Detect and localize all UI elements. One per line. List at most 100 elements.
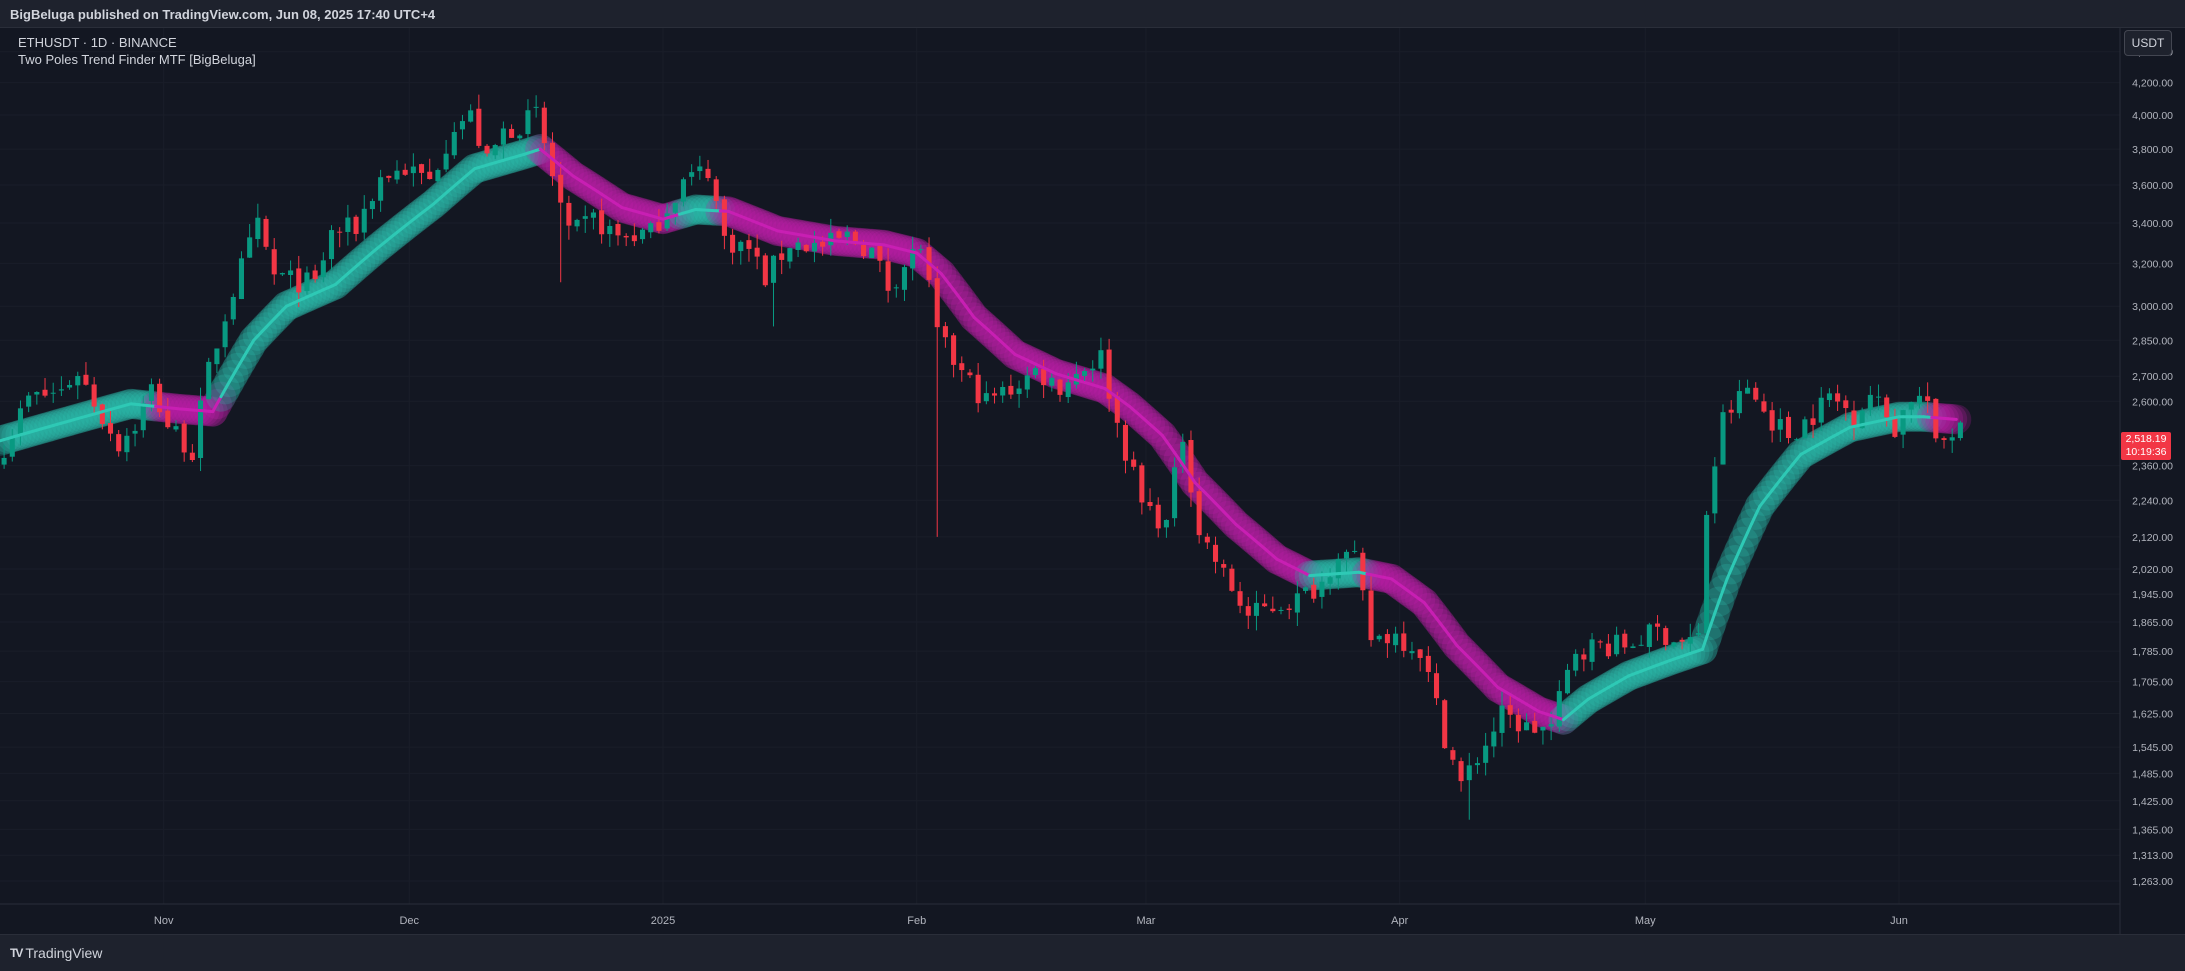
candle-body <box>1639 645 1644 646</box>
candle-body <box>2 458 7 465</box>
price-tick-label: 4,200.00 <box>2132 78 2173 90</box>
candle-body <box>435 170 440 181</box>
candle-body <box>705 169 710 178</box>
price-tick-label: 1,545.00 <box>2132 742 2173 754</box>
candle-body <box>1328 577 1333 584</box>
candle-body <box>149 384 154 401</box>
candle-body <box>165 411 170 428</box>
candle-body <box>1835 393 1840 401</box>
price-tick-label: 1,263.00 <box>2132 876 2173 888</box>
candle-body <box>1917 396 1922 404</box>
candle-body <box>1712 466 1717 513</box>
bar-countdown: 10:19:36 <box>2121 446 2171 459</box>
candle-body <box>1025 375 1030 389</box>
price-axis[interactable]: 4,400.004,200.004,000.003,800.003,600.00… <box>2132 47 2173 888</box>
candle-body <box>943 326 948 337</box>
candle-body <box>1090 369 1095 371</box>
price-tick-label: 2,120.00 <box>2132 532 2173 544</box>
candle-body <box>714 179 719 201</box>
candle-body <box>607 226 612 234</box>
time-tick-label: Dec <box>399 915 419 927</box>
candle-body <box>1467 765 1472 780</box>
candle-body <box>51 393 56 394</box>
candle-body <box>1205 537 1210 543</box>
candle-body <box>173 426 178 429</box>
candle-body <box>689 172 694 177</box>
price-tick-label: 1,425.00 <box>2132 796 2173 808</box>
price-tick-label: 2,240.00 <box>2132 495 2173 507</box>
candle-body <box>1491 732 1496 747</box>
candle-body <box>1811 418 1816 425</box>
candle-body <box>1057 380 1062 395</box>
candle-body <box>411 167 416 174</box>
candle-body <box>92 384 97 406</box>
candle-body <box>886 261 891 291</box>
chart-legend: ETHUSDT · 1D · BINANCE Two Poles Trend F… <box>18 34 256 68</box>
candle-body <box>509 129 514 138</box>
tradingview-logo[interactable]: TV TradingView <box>10 946 102 960</box>
price-tick-label: 1,313.00 <box>2132 850 2173 862</box>
price-tick-label: 1,485.00 <box>2132 768 2173 780</box>
candle-body <box>1590 639 1595 661</box>
candle-body <box>1565 670 1570 693</box>
candle-body <box>804 245 809 251</box>
candle-body <box>1540 727 1545 731</box>
candle-body <box>223 321 228 347</box>
candle-body <box>812 243 817 252</box>
candle-body <box>1418 649 1423 658</box>
symbol-title[interactable]: ETHUSDT · 1D · BINANCE <box>18 34 256 51</box>
price-tick-label: 2,020.00 <box>2132 564 2173 576</box>
candle-body <box>1532 721 1537 733</box>
candle-body <box>1901 410 1906 435</box>
candle-body <box>902 267 907 290</box>
candle-body <box>190 453 195 460</box>
candle-body <box>42 390 47 396</box>
candle-body <box>877 246 882 261</box>
candle-body <box>992 393 997 395</box>
candle-body <box>1737 391 1742 413</box>
candle-body <box>1696 633 1701 635</box>
candle-body <box>575 220 580 226</box>
candle-body <box>624 236 629 237</box>
candle-body <box>247 237 252 257</box>
currency-button[interactable]: USDT <box>2124 30 2172 56</box>
candle-body <box>1475 763 1480 765</box>
candles <box>2 95 1963 820</box>
candle-body <box>1745 388 1750 394</box>
candle-body <box>697 166 702 171</box>
candle-body <box>746 240 751 249</box>
candle-body <box>542 108 547 143</box>
candle-body <box>1770 410 1775 430</box>
candle-body <box>558 175 563 203</box>
candle-body <box>272 249 277 274</box>
candle-body <box>1524 722 1529 730</box>
time-tick-label: Apr <box>1391 915 1408 927</box>
candle-body <box>378 177 383 201</box>
candle-body <box>1213 545 1218 562</box>
price-tick-label: 1,705.00 <box>2132 677 2173 689</box>
candle-body <box>1254 603 1259 616</box>
candle-body <box>1884 397 1889 417</box>
price-tick-label: 3,200.00 <box>2132 258 2173 270</box>
candle-body <box>665 213 670 228</box>
price-tick-label: 1,865.00 <box>2132 617 2173 629</box>
price-tick-label: 3,800.00 <box>2132 144 2173 156</box>
candle-body <box>337 232 342 233</box>
candle-body <box>796 242 801 249</box>
candle-body <box>730 235 735 253</box>
candle-body <box>1017 389 1022 394</box>
candle-body <box>26 396 31 407</box>
candle-body <box>1450 750 1455 760</box>
candle-body <box>1557 691 1562 726</box>
indicator-title[interactable]: Two Poles Trend Finder MTF [BigBeluga] <box>18 51 256 68</box>
candle-body <box>1516 715 1521 731</box>
candle-body <box>1385 634 1390 643</box>
candle-body <box>1369 590 1374 640</box>
candle-body <box>1278 610 1283 611</box>
candle-body <box>1131 460 1136 467</box>
time-tick-label: Feb <box>907 915 926 927</box>
price-tick-label: 1,945.00 <box>2132 589 2173 601</box>
candle-body <box>861 245 866 256</box>
